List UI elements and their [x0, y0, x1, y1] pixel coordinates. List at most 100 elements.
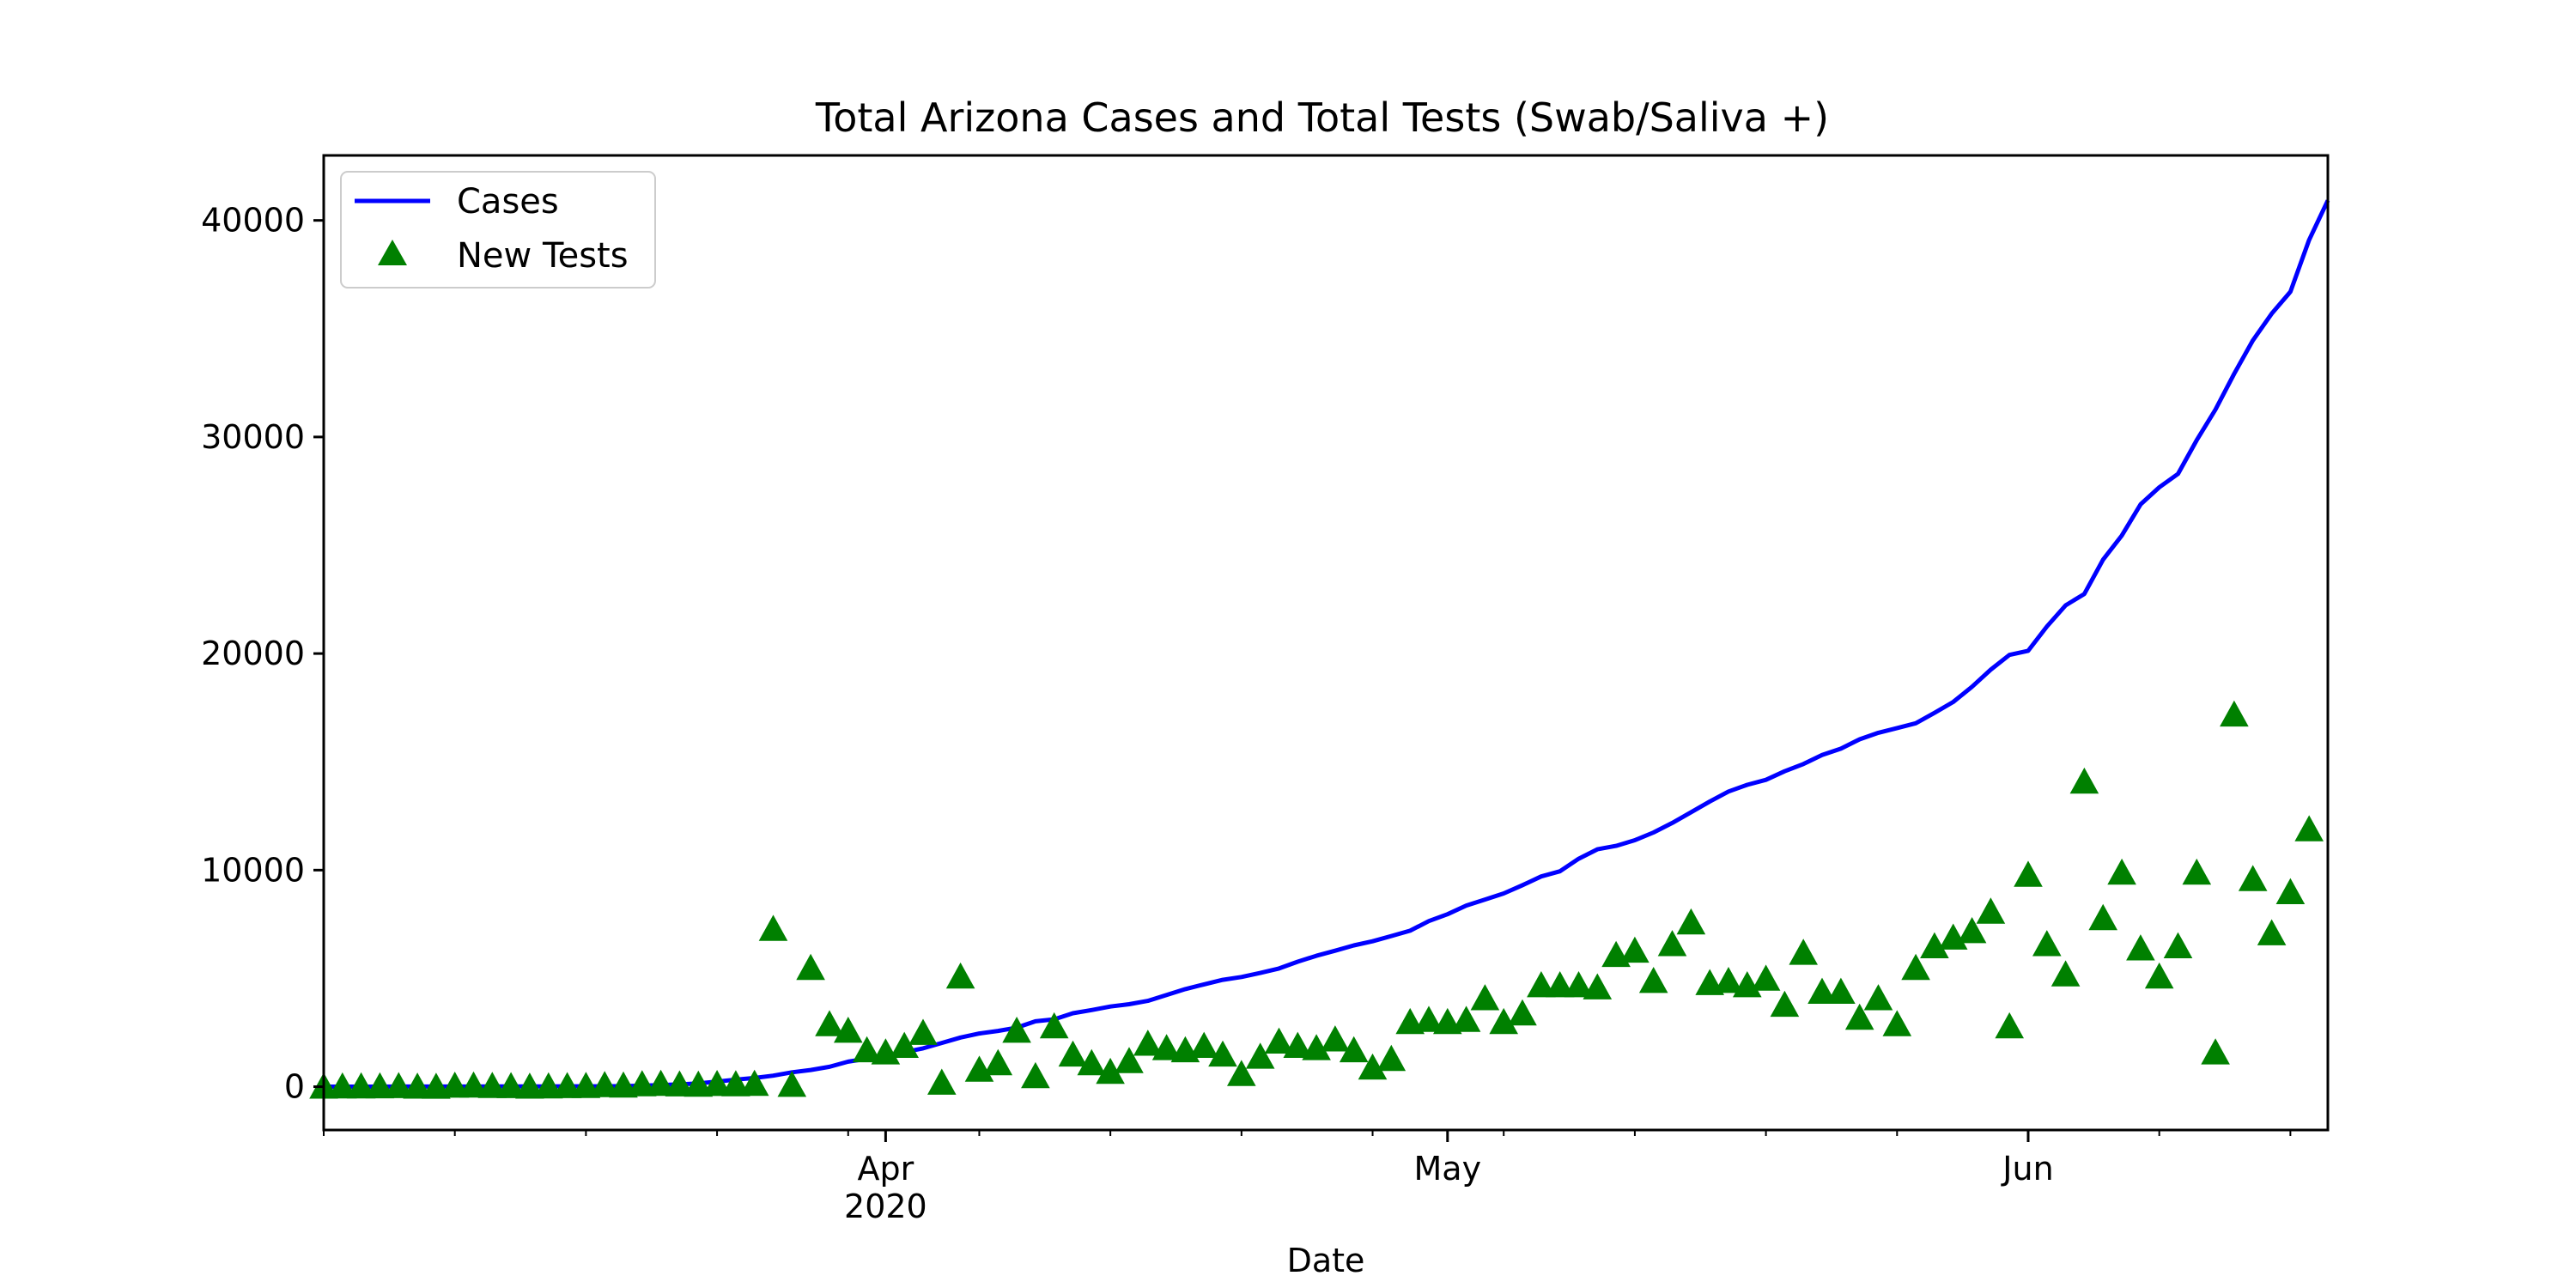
- new-tests-point: [1002, 1017, 1031, 1043]
- new-tests-point: [1508, 999, 1537, 1026]
- y-tick-label: 20000: [201, 635, 305, 672]
- new-tests-point: [1451, 1005, 1481, 1032]
- new-tests-point: [2257, 919, 2287, 945]
- new-tests-point: [422, 1072, 451, 1099]
- new-tests-point: [1077, 1048, 1107, 1076]
- new-tests-point: [1770, 990, 1800, 1018]
- new-tests-point: [2126, 934, 2155, 961]
- new-tests-point: [1264, 1027, 1294, 1054]
- new-tests-point: [2107, 858, 2136, 885]
- new-tests-point: [1751, 964, 1781, 991]
- new-tests-point: [1321, 1025, 1350, 1052]
- legend-label-cases: Cases: [457, 182, 559, 222]
- new-tests-point: [739, 1069, 769, 1097]
- new-tests-point: [1489, 1007, 1518, 1035]
- new-tests-point: [384, 1072, 414, 1098]
- new-tests-point: [2069, 767, 2099, 794]
- new-tests-point: [815, 1010, 844, 1036]
- new-tests-point: [1844, 1003, 1874, 1030]
- new-tests-point: [702, 1070, 732, 1097]
- new-tests-point: [983, 1048, 1013, 1076]
- new-tests-point: [945, 962, 975, 989]
- new-tests-point: [1901, 953, 1930, 981]
- new-tests-point: [590, 1071, 619, 1097]
- new-tests-point: [964, 1055, 994, 1082]
- new-tests-point: [1208, 1040, 1237, 1067]
- x-tick-sublabel: 2020: [844, 1188, 927, 1225]
- new-tests-point: [1358, 1053, 1388, 1080]
- new-tests-point: [515, 1072, 544, 1099]
- new-tests-point: [534, 1072, 563, 1099]
- new-tests-point: [477, 1072, 507, 1098]
- new-tests-point: [890, 1031, 919, 1058]
- new-tests-point: [2050, 960, 2081, 987]
- new-tests-point: [2088, 903, 2117, 931]
- new-tests-point: [459, 1071, 489, 1098]
- new-tests-point: [1714, 967, 1743, 993]
- new-tests-point: [1564, 971, 1594, 998]
- new-tests-point: [1676, 908, 1706, 935]
- series-line-cases: [324, 199, 2330, 1089]
- new-tests-point: [1620, 936, 1649, 963]
- x-tick-label: Jun: [2001, 1150, 2053, 1188]
- new-tests-point: [365, 1072, 395, 1099]
- new-tests-point: [1657, 930, 1687, 957]
- new-tests-point: [665, 1070, 695, 1097]
- new-tests-point: [1414, 1005, 1443, 1032]
- new-tests-point: [2201, 1038, 2230, 1065]
- new-tests-point: [2275, 878, 2306, 904]
- legend-label-new-tests: New Tests: [457, 236, 629, 276]
- x-tick-label: May: [1414, 1150, 1482, 1188]
- new-tests-point: [1376, 1044, 1406, 1072]
- new-tests-point: [496, 1072, 526, 1098]
- new-tests-point: [2294, 815, 2324, 841]
- new-tests-point: [1995, 1012, 2024, 1039]
- new-tests-point: [1115, 1047, 1144, 1073]
- new-tests-point: [852, 1036, 882, 1063]
- plot-frame: [322, 154, 2330, 1132]
- new-tests-point: [440, 1072, 470, 1098]
- new-tests-point: [1882, 1010, 1912, 1036]
- new-tests-point: [552, 1072, 582, 1098]
- plot-area: [309, 199, 2330, 1099]
- new-tests-point: [1789, 939, 1818, 965]
- new-tests-point: [1021, 1061, 1050, 1089]
- chart-title: Total Arizona Cases and Total Tests (Swa…: [815, 94, 1829, 141]
- new-tests-point: [2014, 860, 2043, 887]
- y-tick-label: 10000: [201, 851, 305, 889]
- new-tests-point: [346, 1072, 376, 1099]
- new-tests-point: [721, 1070, 750, 1097]
- new-tests-point: [2220, 700, 2249, 727]
- new-tests-point: [1151, 1034, 1182, 1060]
- new-tests-point: [628, 1070, 657, 1097]
- new-tests-point: [1826, 977, 1856, 1004]
- new-tests-point: [927, 1068, 957, 1095]
- new-tests-point: [1638, 967, 1668, 993]
- x-axis-label: Date: [1287, 1242, 1365, 1279]
- new-tests-point: [2144, 962, 2174, 989]
- y-tick-label: 40000: [201, 202, 305, 240]
- new-tests-point: [2032, 930, 2062, 957]
- new-tests-point: [1283, 1031, 1313, 1058]
- new-tests-point: [1339, 1036, 1369, 1063]
- new-tests-point: [2238, 865, 2268, 891]
- y-tick-label: 30000: [201, 418, 305, 456]
- new-tests-point: [1133, 1030, 1163, 1056]
- new-tests-point: [2163, 932, 2193, 958]
- y-tick-label: 0: [284, 1068, 305, 1106]
- new-tests-point: [1245, 1042, 1275, 1069]
- new-tests-point: [796, 953, 825, 981]
- y-axis: 0 10000 20000 30000 40000: [201, 202, 324, 1106]
- x-tick-label: Apr: [858, 1150, 914, 1188]
- new-tests-point: [1302, 1034, 1331, 1060]
- new-tests-point: [2182, 858, 2212, 885]
- legend-triangle-swatch: [378, 240, 407, 265]
- legend: Cases New Tests: [340, 171, 656, 289]
- new-tests-point: [834, 1017, 863, 1043]
- new-tests-point: [328, 1072, 357, 1099]
- new-tests-point: [1807, 977, 1837, 1004]
- new-tests-point: [1583, 973, 1613, 999]
- new-tests-point: [1039, 1012, 1069, 1039]
